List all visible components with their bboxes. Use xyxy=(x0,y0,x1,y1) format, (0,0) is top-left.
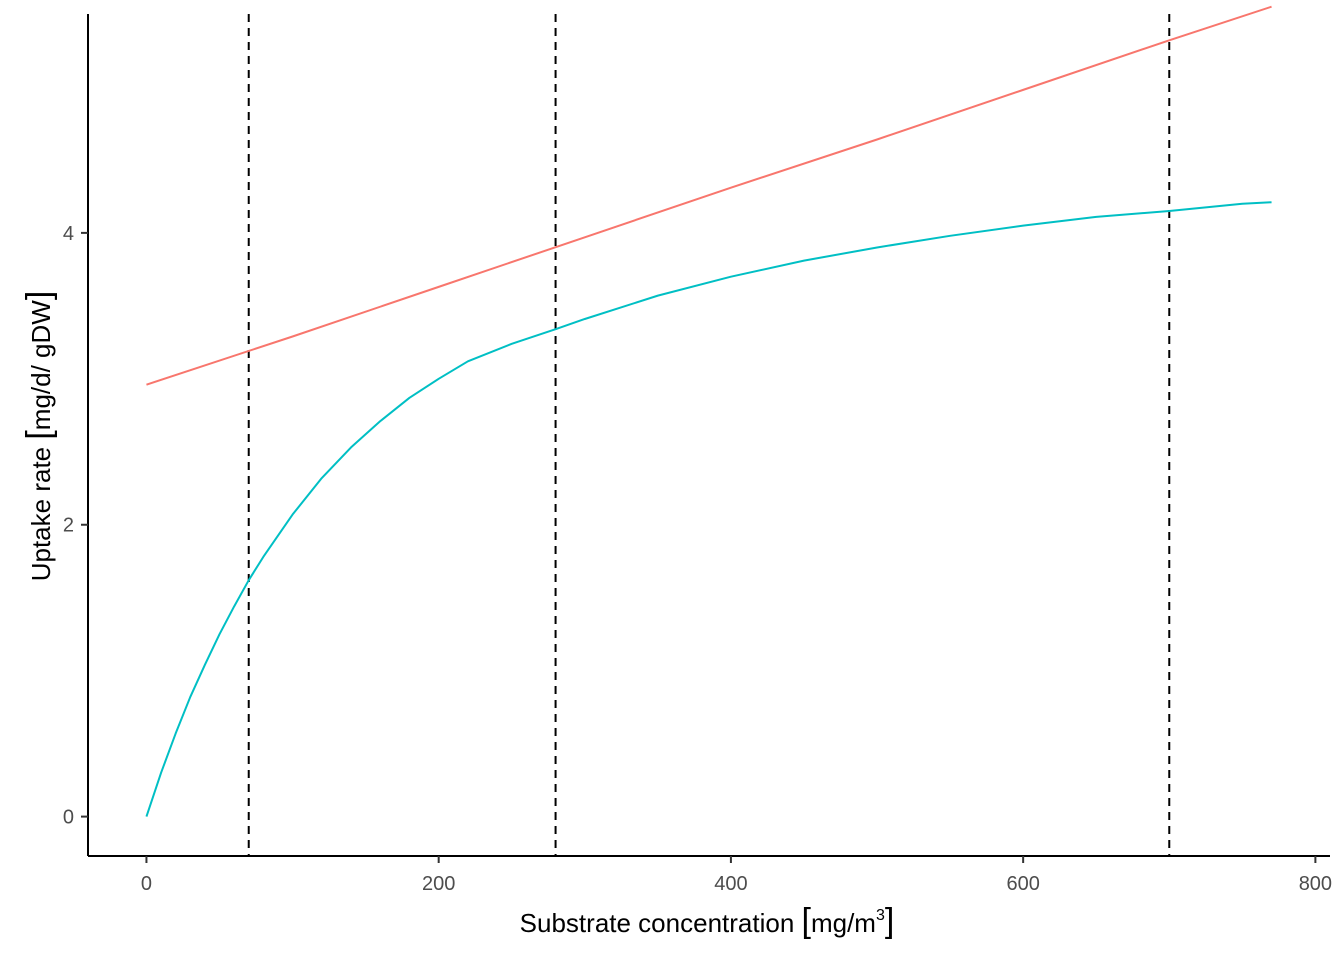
y-axis-title-close-bracket: ] xyxy=(20,291,58,300)
x-axis-title: Substrate concentration [mg/m3] xyxy=(520,902,895,940)
x-axis-title-open-bracket: [ xyxy=(802,902,812,940)
y-tick-label-0: 0 xyxy=(63,807,74,829)
x-tick-label-200: 200 xyxy=(422,873,455,895)
y-axis-title-open-bracket: [ xyxy=(20,430,58,440)
series-lines xyxy=(145,5,1272,817)
x-tick-label-400: 400 xyxy=(714,873,747,895)
x-tick-label-600: 600 xyxy=(1006,873,1039,895)
x-tick-label-800: 800 xyxy=(1299,873,1332,895)
y-tick-label-2: 2 xyxy=(63,515,74,537)
series-line-2 xyxy=(145,201,1272,817)
axes xyxy=(87,14,1330,857)
x-axis-ticks: 0 200 400 600 800 xyxy=(141,856,1332,895)
y-axis-ticks: 0 2 4 xyxy=(63,223,88,829)
series-line-1 xyxy=(146,5,1272,386)
y-tick-label-4: 4 xyxy=(63,223,74,245)
y-axis-title: Uptake rate [mg/d/ gDW] xyxy=(20,291,58,582)
x-tick-label-0: 0 xyxy=(141,873,152,895)
x-axis-title-close-bracket: ] xyxy=(885,902,894,940)
reference-lines xyxy=(247,14,1171,856)
